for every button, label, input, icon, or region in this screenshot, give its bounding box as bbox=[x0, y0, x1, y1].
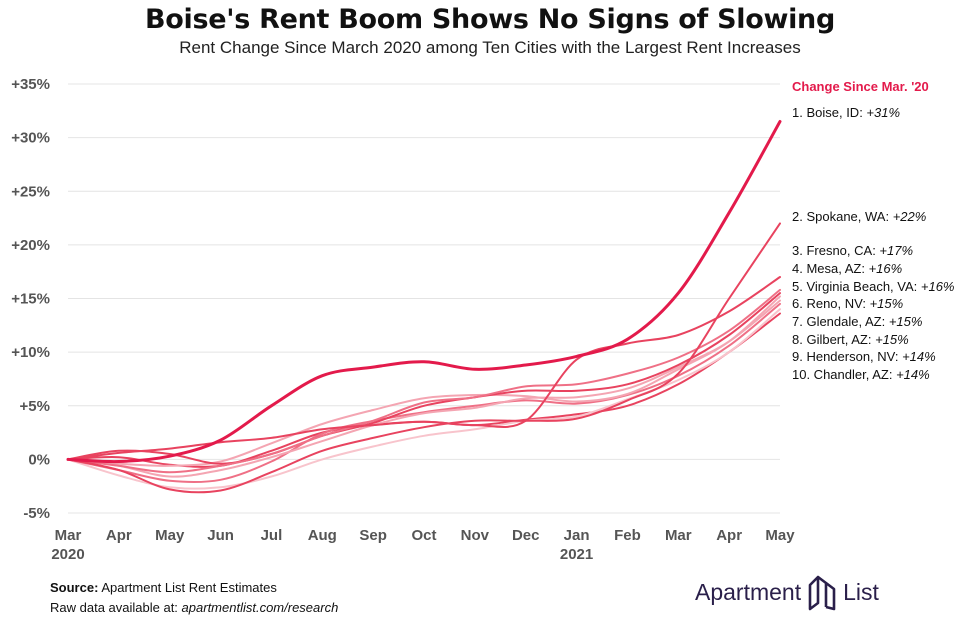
x-tick-label: Oct bbox=[411, 527, 436, 544]
series-line bbox=[67, 292, 781, 465]
series-label: 1. Boise, ID: +31% bbox=[792, 105, 900, 120]
x-tick-label: Mar bbox=[665, 527, 692, 544]
series-line bbox=[67, 308, 781, 490]
x-tick-label: May bbox=[765, 527, 795, 544]
y-axis-ticks: -5% 0% +5% +10% +15% +20% +25% +30% +35% bbox=[11, 76, 50, 522]
y-tick-label: +10% bbox=[11, 344, 50, 361]
x-tick-label: Feb bbox=[614, 527, 641, 544]
series-label-name: 9. Henderson, NV: bbox=[792, 349, 902, 364]
raw-data-line: Raw data available at: apartmentlist.com… bbox=[50, 598, 338, 618]
series-label-change: +31% bbox=[866, 105, 900, 120]
series-label-name: 1. Boise, ID: bbox=[792, 105, 866, 120]
series-label-change: +14% bbox=[902, 349, 936, 364]
series-label: 9. Henderson, NV: +14% bbox=[792, 349, 936, 364]
x-tick-label: Mar bbox=[55, 527, 82, 544]
gridlines bbox=[68, 83, 780, 514]
series-label-change: +17% bbox=[879, 243, 913, 258]
line-chart: -5%0%+5%+10%+15%+20%+25%+30%+35% Mar Apr M… bbox=[11, 76, 955, 563]
series-label-change: +16% bbox=[869, 261, 903, 276]
series-label: 6. Reno, NV: +15% bbox=[792, 296, 903, 311]
source-text: Apartment List Rent Estimates bbox=[101, 580, 277, 595]
raw-data-link[interactable]: apartmentlist.com/research bbox=[181, 600, 339, 615]
series-label: 2. Spokane, WA: +22% bbox=[792, 209, 926, 224]
y-tick-label: +25% bbox=[11, 183, 50, 200]
series-label-name: 4. Mesa, AZ: bbox=[792, 261, 869, 276]
series-label: 4. Mesa, AZ: +16% bbox=[792, 261, 902, 276]
series-lines bbox=[66, 120, 782, 494]
series-line bbox=[67, 295, 781, 467]
series-label-name: 10. Chandler, AZ: bbox=[792, 367, 896, 382]
legend-title: Change Since Mar. '20 bbox=[792, 79, 929, 94]
series-line bbox=[67, 288, 781, 474]
series-label-change: +15% bbox=[870, 296, 904, 311]
apartment-list-logo: Apartment List bbox=[695, 572, 879, 612]
series-line bbox=[66, 120, 782, 464]
x-axis-ticks: Mar Apr May Jun Jul Aug Sep Oct Nov Dec Jan Feb Mar A… bbox=[51, 527, 795, 563]
series-label: 3. Fresno, CA: +17% bbox=[792, 243, 913, 258]
source-label: Source: bbox=[50, 580, 99, 595]
x-tick-label: May bbox=[155, 527, 185, 544]
x-tick-label: Jan bbox=[564, 527, 590, 544]
apartment-list-logo-icon bbox=[808, 575, 836, 611]
x-year-label: 2020 bbox=[51, 546, 84, 563]
series-labels: Change Since Mar. '20 1. Boise, ID: +31% 2… bbox=[792, 79, 955, 382]
source-line: Source: Apartment List Rent Estimates bbox=[50, 578, 338, 598]
y-tick-label: 0% bbox=[28, 451, 50, 468]
series-line bbox=[67, 302, 781, 484]
x-tick-label: Nov bbox=[461, 527, 490, 544]
y-tick-label: +35% bbox=[11, 76, 50, 93]
series-label-name: 5. Virginia Beach, VA: bbox=[792, 279, 921, 294]
y-tick-label: +20% bbox=[11, 237, 50, 254]
series-label: 5. Virginia Beach, VA: +16% bbox=[792, 279, 955, 294]
x-tick-label: Jun bbox=[207, 527, 234, 544]
x-tick-label: Sep bbox=[359, 527, 387, 544]
series-label-name: 2. Spokane, WA: bbox=[792, 209, 893, 224]
series-label-name: 7. Glendale, AZ: bbox=[792, 314, 889, 329]
y-tick-label: +15% bbox=[11, 291, 50, 308]
x-tick-label: Aug bbox=[308, 527, 337, 544]
x-tick-label: Jul bbox=[261, 527, 283, 544]
series-label: 7. Glendale, AZ: +15% bbox=[792, 314, 922, 329]
brand-word-left: Apartment bbox=[695, 578, 802, 605]
x-tick-label: Dec bbox=[512, 527, 540, 544]
series-label-name: 8. Gilbert, AZ: bbox=[792, 332, 875, 347]
series-label-change: +22% bbox=[893, 209, 927, 224]
chart-subtitle: Rent Change Since March 2020 among Ten C… bbox=[179, 38, 801, 57]
series-label: 10. Chandler, AZ: +14% bbox=[792, 367, 930, 382]
y-tick-label: +5% bbox=[20, 398, 50, 415]
series-line bbox=[67, 299, 781, 478]
x-year-label: 2021 bbox=[560, 546, 593, 563]
series-label-change: +15% bbox=[889, 314, 923, 329]
x-tick-label: Apr bbox=[716, 527, 742, 544]
x-tick-label: Apr bbox=[106, 527, 132, 544]
series-label-change: +16% bbox=[921, 279, 955, 294]
series-label-name: 6. Reno, NV: bbox=[792, 296, 870, 311]
series-line bbox=[67, 222, 781, 494]
series-label-name: 3. Fresno, CA: bbox=[792, 243, 879, 258]
y-tick-label: +30% bbox=[11, 130, 50, 147]
chart-footer: Source: Apartment List Rent Estimates Ra… bbox=[50, 578, 338, 618]
series-label-change: +14% bbox=[896, 367, 930, 382]
y-tick-label: -5% bbox=[23, 505, 50, 522]
brand-word-right: List bbox=[843, 578, 879, 605]
raw-data-label: Raw data available at: bbox=[50, 600, 178, 615]
chart-title: Boise's Rent Boom Shows No Signs of Slow… bbox=[144, 4, 836, 35]
series-label-change: +15% bbox=[875, 332, 909, 347]
series-label: 8. Gilbert, AZ: +15% bbox=[792, 332, 909, 347]
series-line bbox=[67, 276, 781, 461]
